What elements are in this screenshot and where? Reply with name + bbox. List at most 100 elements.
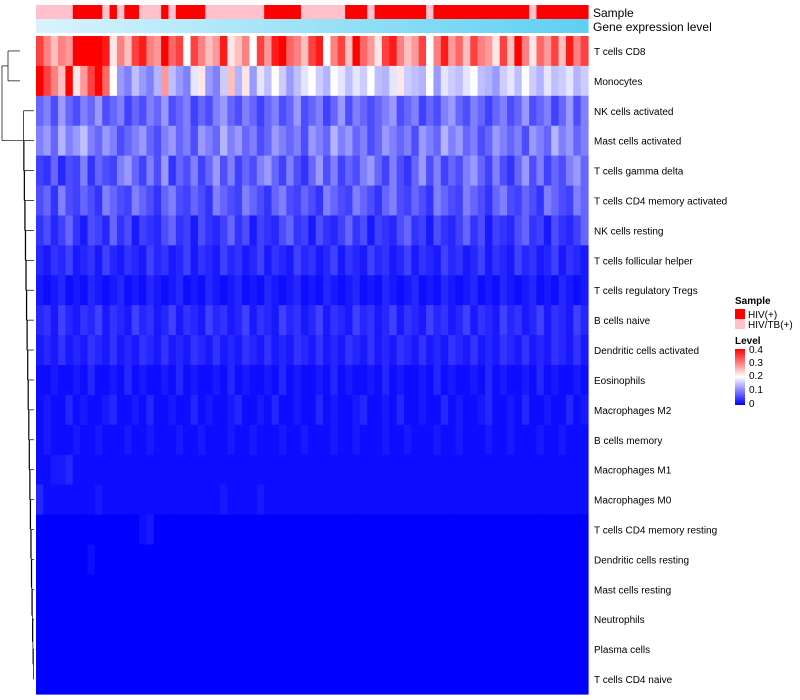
heatmap-cell bbox=[426, 484, 435, 516]
heatmap-cell bbox=[190, 335, 199, 366]
heatmap-cell bbox=[484, 215, 493, 246]
heatmap-cell bbox=[131, 484, 140, 516]
heatmap-cell bbox=[470, 36, 479, 67]
heatmap-cell bbox=[80, 185, 89, 217]
heatmap-cell bbox=[558, 664, 567, 695]
heatmap-cell bbox=[367, 335, 376, 366]
heatmap-cell bbox=[234, 664, 243, 695]
heatmap-cell bbox=[565, 544, 574, 575]
gene-expression-annotation-cell bbox=[337, 19, 346, 33]
heatmap-cell bbox=[514, 514, 523, 546]
heatmap-cell bbox=[183, 185, 192, 217]
heatmap-cell bbox=[521, 574, 530, 605]
heatmap-cell bbox=[565, 155, 574, 187]
heatmap-cell bbox=[234, 36, 243, 67]
heatmap-cell bbox=[227, 484, 236, 516]
heatmap-cell bbox=[418, 424, 427, 456]
heatmap-cell bbox=[80, 36, 89, 67]
heatmap-cell bbox=[242, 604, 251, 635]
heatmap-cell bbox=[426, 245, 435, 276]
heatmap-cell bbox=[168, 245, 177, 276]
heatmap-cell bbox=[146, 65, 155, 97]
heatmap-cell bbox=[264, 245, 273, 276]
heatmap-cell bbox=[212, 514, 221, 546]
gene-expression-annotation-cell bbox=[381, 19, 390, 33]
heatmap-cell bbox=[536, 36, 545, 67]
heatmap-cell bbox=[146, 305, 155, 336]
heatmap-cell bbox=[43, 544, 52, 575]
heatmap-cell bbox=[580, 245, 589, 276]
heatmap-cell bbox=[529, 544, 538, 575]
heatmap-cell bbox=[286, 275, 295, 306]
heatmap-cell bbox=[161, 544, 170, 575]
heatmap-cell bbox=[109, 365, 118, 396]
heatmap-cell bbox=[36, 335, 44, 366]
heatmap-cell bbox=[271, 664, 280, 695]
heatmap-cell bbox=[220, 275, 228, 306]
heatmap-cell bbox=[212, 125, 221, 157]
heatmap-cell bbox=[477, 215, 486, 246]
heatmap-cell bbox=[109, 305, 118, 336]
sample-annotation-cell bbox=[477, 5, 486, 19]
heatmap-cell bbox=[153, 664, 162, 695]
level-tick-0.1: 0.1 bbox=[749, 385, 763, 396]
heatmap-cell bbox=[418, 36, 427, 67]
heatmap-cell bbox=[381, 275, 390, 306]
heatmap-cell bbox=[146, 544, 155, 575]
heatmap-cell bbox=[308, 514, 317, 546]
heatmap-cell bbox=[455, 514, 464, 546]
heatmap-cell bbox=[109, 664, 118, 695]
heatmap-cell bbox=[426, 664, 435, 695]
heatmap-cell bbox=[212, 454, 221, 486]
heatmap-cell bbox=[102, 245, 111, 276]
row-label: T cells regulatory Tregs bbox=[594, 286, 698, 297]
heatmap-cell bbox=[352, 454, 361, 486]
heatmap-cell bbox=[175, 125, 184, 157]
heatmap-cell bbox=[212, 215, 221, 246]
heatmap-cell bbox=[146, 185, 155, 217]
heatmap-cell bbox=[521, 484, 530, 516]
heatmap-cell bbox=[139, 275, 147, 306]
heatmap-cell bbox=[234, 394, 243, 426]
heatmap-cell bbox=[271, 634, 280, 665]
heatmap-cell bbox=[58, 424, 67, 456]
heatmap-cell bbox=[448, 424, 457, 456]
heatmap-cell bbox=[507, 664, 515, 695]
heatmap-cell bbox=[381, 454, 390, 486]
heatmap-cell bbox=[374, 514, 383, 546]
heatmap-cell bbox=[102, 305, 111, 336]
heatmap-cell bbox=[131, 634, 140, 665]
heatmap-cell bbox=[396, 544, 405, 575]
sample-annotation-cell bbox=[308, 5, 317, 19]
heatmap-cell bbox=[404, 185, 412, 217]
gene-expression-annotation-cell bbox=[175, 19, 184, 33]
heatmap-cell bbox=[109, 65, 118, 97]
heatmap-cell bbox=[330, 335, 339, 366]
heatmap-cell bbox=[264, 454, 273, 486]
heatmap-cell bbox=[220, 36, 228, 67]
heatmap-cell bbox=[448, 245, 457, 276]
heatmap-cell bbox=[514, 454, 523, 486]
heatmap-cell bbox=[161, 36, 170, 67]
heatmap-cell bbox=[43, 394, 52, 426]
heatmap-cell bbox=[499, 335, 508, 366]
level-tick-0.2: 0.2 bbox=[749, 371, 763, 382]
heatmap-cell bbox=[94, 185, 103, 217]
heatmap-cell bbox=[72, 215, 81, 246]
heatmap-cell bbox=[323, 36, 331, 67]
heatmap-cell bbox=[470, 365, 479, 396]
sample-annotation-cell bbox=[580, 5, 589, 19]
sample-annotation-cell bbox=[330, 5, 339, 19]
heatmap-cell bbox=[448, 36, 457, 67]
heatmap-cell bbox=[477, 574, 486, 605]
gene-expression-annotation-cell bbox=[477, 19, 486, 33]
heatmap-cell bbox=[94, 394, 103, 426]
heatmap-cell bbox=[418, 155, 427, 187]
heatmap-cell bbox=[558, 275, 567, 306]
heatmap-cell bbox=[286, 245, 295, 276]
heatmap-cell bbox=[470, 155, 479, 187]
gene-expression-annotation-cell bbox=[352, 19, 361, 33]
heatmap-cell bbox=[514, 95, 523, 127]
heatmap-cell bbox=[116, 335, 125, 366]
heatmap-cell bbox=[455, 544, 464, 575]
